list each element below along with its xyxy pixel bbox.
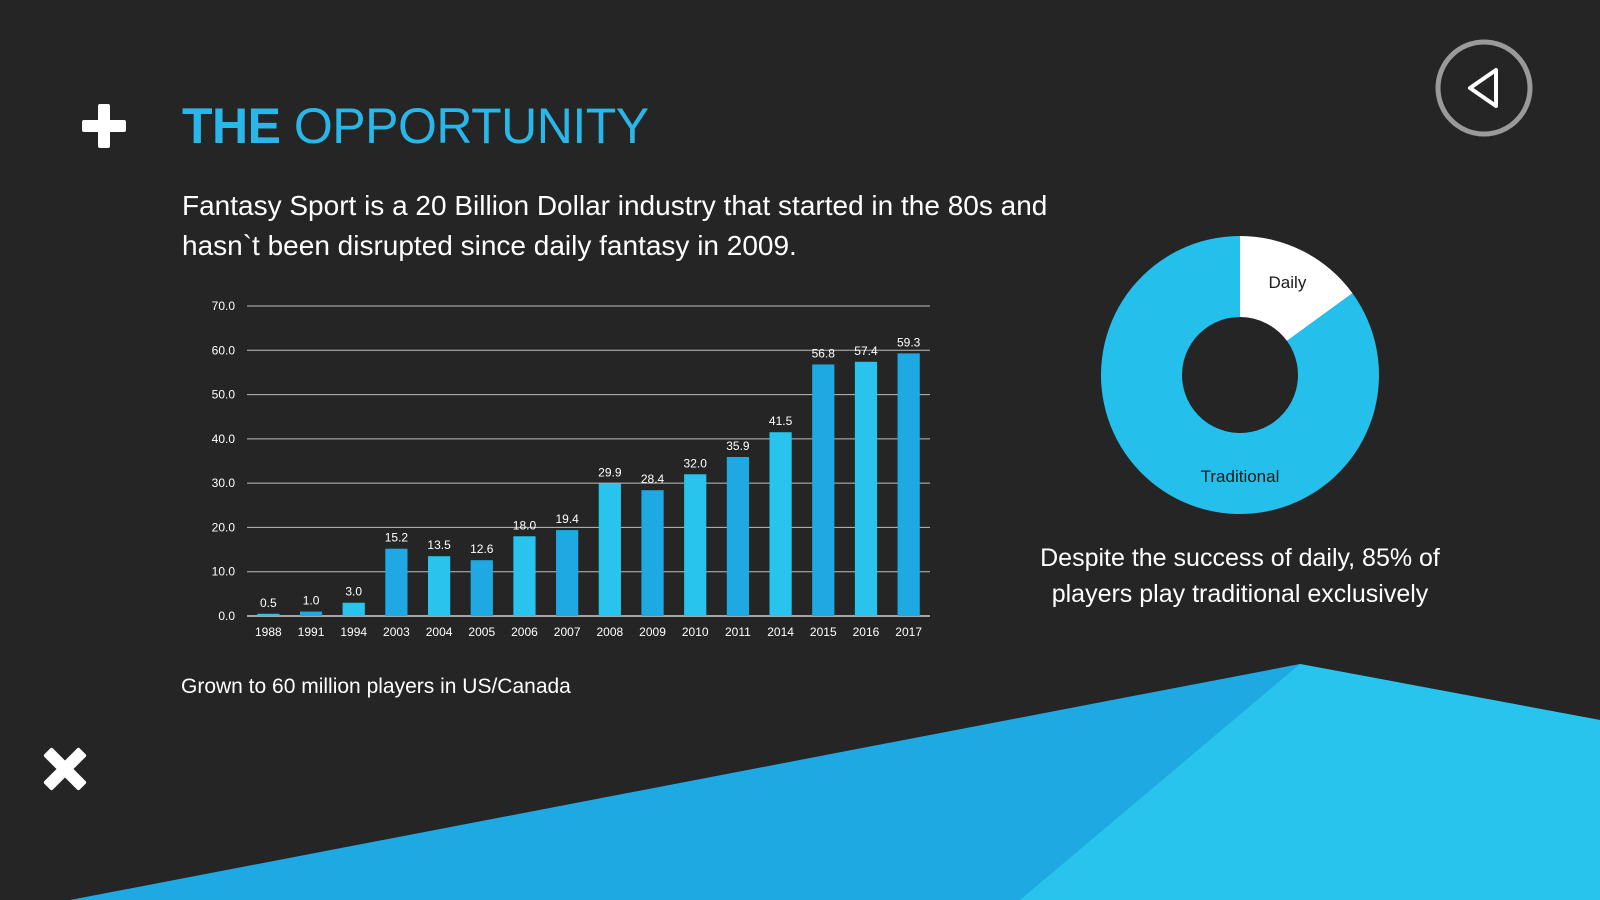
bar-value-label: 13.5 xyxy=(427,538,451,552)
back-button[interactable] xyxy=(1434,38,1534,138)
bar-value-label: 18.0 xyxy=(513,518,537,532)
y-tick-label: 30.0 xyxy=(212,476,236,490)
bar xyxy=(726,457,750,616)
bar-value-label: 15.2 xyxy=(385,531,409,545)
x-tick-label: 2009 xyxy=(639,625,666,639)
bar-value-label: 0.5 xyxy=(260,596,277,610)
bar xyxy=(342,602,365,616)
bar xyxy=(854,361,878,616)
bar xyxy=(684,474,707,616)
bar-value-label: 35.9 xyxy=(726,439,750,453)
donut-slice-daily xyxy=(1240,236,1353,341)
x-tick-label: 2016 xyxy=(853,625,880,639)
back-triangle-icon xyxy=(1435,39,1533,137)
donut-slice-traditional xyxy=(1101,236,1379,514)
bar xyxy=(299,611,323,616)
players-bar-chart: 0.0 10.0 20.0 30.0 40.0 50.0 60.0 70.0 0.5 1988 1.… xyxy=(212,299,930,639)
bar xyxy=(470,560,493,616)
x-tick-label: 2017 xyxy=(895,625,922,639)
x-tick-label: 1988 xyxy=(255,625,282,639)
bar-value-label: 19.4 xyxy=(555,512,579,526)
bar xyxy=(769,432,792,616)
bar xyxy=(427,556,451,616)
bar-value-label: 57.4 xyxy=(854,344,878,358)
bar-value-label: 12.6 xyxy=(470,542,494,556)
y-tick-label: 0.0 xyxy=(218,609,235,623)
x-tick-label: 2008 xyxy=(596,625,623,639)
donut-label-traditional: Traditional xyxy=(1201,467,1280,486)
bar xyxy=(385,548,408,616)
chart-caption: Grown to 60 million players in US/Canada xyxy=(181,675,571,698)
x-tick-label: 2010 xyxy=(682,625,709,639)
x-tick-label: 1994 xyxy=(340,625,367,639)
y-tick-label: 60.0 xyxy=(212,343,236,357)
y-tick-label: 70.0 xyxy=(212,299,236,313)
players-donut-chart: Daily Traditional xyxy=(1101,236,1379,514)
x-tick-label: 2011 xyxy=(725,625,751,639)
x-tick-label: 2006 xyxy=(511,625,538,639)
x-tick-label: 2005 xyxy=(468,625,495,639)
bar-value-label: 32.0 xyxy=(684,456,708,470)
x-tick-label: 1991 xyxy=(298,625,325,639)
bar xyxy=(641,490,664,616)
page-title: THE OPPORTUNITY xyxy=(182,96,649,156)
bar-value-label: 59.3 xyxy=(897,335,921,349)
bar-value-label: 56.8 xyxy=(812,346,836,360)
x-tick-label: 2003 xyxy=(383,625,410,639)
bar xyxy=(257,613,280,616)
bar-value-label: 1.0 xyxy=(303,594,320,608)
title-strong: THE xyxy=(182,98,281,154)
bar-value-label: 28.4 xyxy=(641,472,665,486)
y-tick-label: 50.0 xyxy=(212,388,236,402)
bar-value-label: 3.0 xyxy=(345,585,362,599)
y-tick-label: 20.0 xyxy=(212,520,236,534)
y-tick-label: 10.0 xyxy=(212,565,236,579)
plus-icon xyxy=(82,104,126,148)
intro-text: Fantasy Sport is a 20 Billion Dollar ind… xyxy=(182,190,1048,261)
bar-value-label: 41.5 xyxy=(769,414,793,428)
x-tick-label: 2015 xyxy=(810,625,837,639)
background-wedge-light xyxy=(1020,664,1600,900)
bar xyxy=(556,530,579,616)
bar xyxy=(897,353,920,616)
x-tick-label: 2004 xyxy=(426,625,453,639)
x-tick-label: 2007 xyxy=(554,625,581,639)
donut-caption: Despite the success of daily, 85% of pla… xyxy=(1040,544,1440,608)
bar-value-label: 29.9 xyxy=(598,466,622,480)
bar xyxy=(598,483,621,616)
donut-label-daily: Daily xyxy=(1269,273,1307,292)
x-tick-label: 2014 xyxy=(767,625,794,639)
bar xyxy=(812,364,835,616)
bar xyxy=(513,536,536,616)
title-rest: OPPORTUNITY xyxy=(280,98,649,154)
close-icon xyxy=(43,747,87,791)
y-tick-label: 40.0 xyxy=(212,432,236,446)
